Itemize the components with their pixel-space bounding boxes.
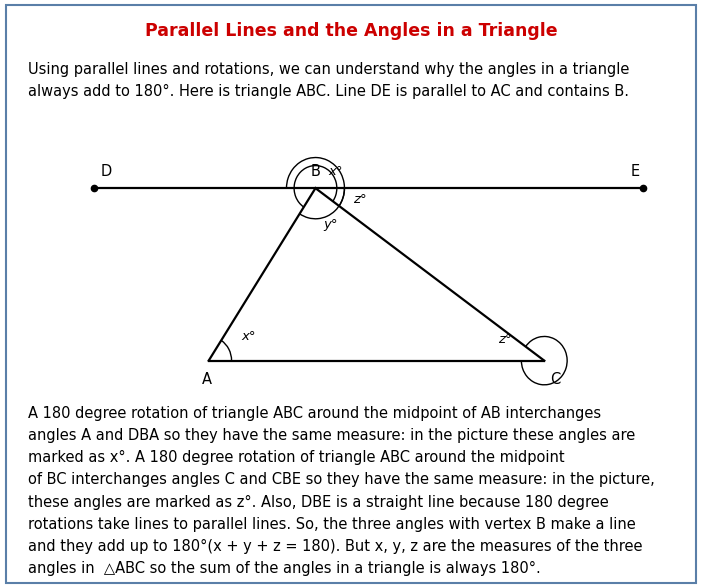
Text: x°: x° xyxy=(241,330,256,343)
Text: x°: x° xyxy=(328,165,343,178)
Text: z°: z° xyxy=(498,333,512,346)
Text: A 180 degree rotation of triangle ABC around the midpoint of AB interchanges
ang: A 180 degree rotation of triangle ABC ar… xyxy=(28,406,655,576)
Text: y°: y° xyxy=(324,218,338,231)
Text: A: A xyxy=(202,372,212,387)
Text: B: B xyxy=(310,163,320,179)
Text: Using parallel lines and rotations, we can understand why the angles in a triang: Using parallel lines and rotations, we c… xyxy=(28,62,630,99)
Text: z°: z° xyxy=(352,193,366,206)
Text: C: C xyxy=(550,372,561,387)
Text: D: D xyxy=(100,163,112,179)
Text: E: E xyxy=(630,163,640,179)
Text: Parallel Lines and the Angles in a Triangle: Parallel Lines and the Angles in a Trian… xyxy=(145,22,557,40)
